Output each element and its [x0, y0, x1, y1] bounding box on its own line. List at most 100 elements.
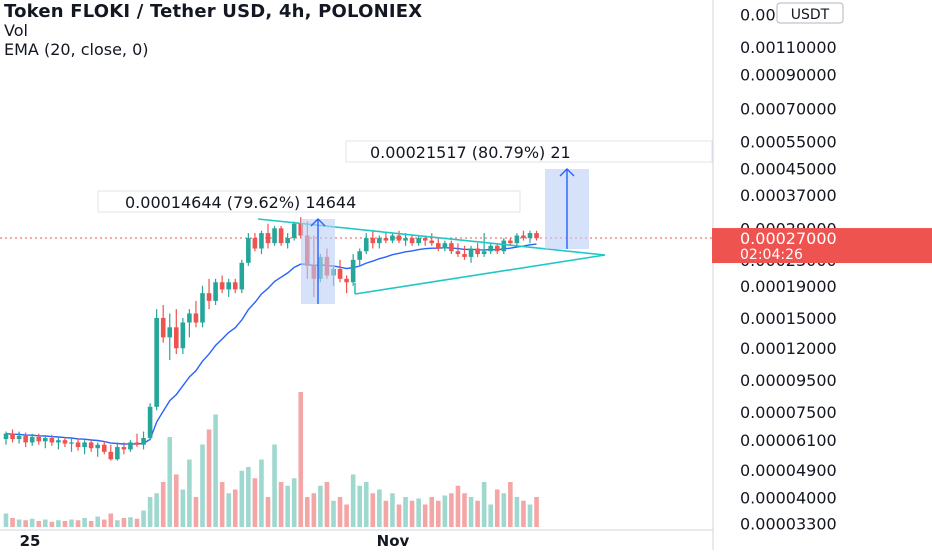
volume-bar: [422, 504, 428, 527]
candle-body[interactable]: [62, 440, 68, 444]
candle-body[interactable]: [481, 251, 487, 255]
candle-body[interactable]: [272, 228, 277, 244]
candle-body[interactable]: [422, 238, 428, 241]
candle-body[interactable]: [187, 313, 192, 323]
candle-body[interactable]: [206, 293, 212, 301]
candle-body[interactable]: [396, 235, 402, 241]
candle-body[interactable]: [101, 444, 107, 452]
candle-body[interactable]: [154, 317, 159, 407]
candle-body[interactable]: [200, 293, 205, 323]
candle-body[interactable]: [49, 437, 55, 443]
volume-bar: [344, 504, 349, 527]
candle-body[interactable]: [160, 317, 166, 338]
price-tick-label: 0.00015000: [740, 309, 837, 328]
candle-body[interactable]: [390, 235, 395, 241]
candle-body[interactable]: [350, 259, 356, 283]
candle-body[interactable]: [455, 251, 461, 255]
volume-bar: [265, 497, 271, 527]
candle-body[interactable]: [16, 435, 22, 440]
candle-body[interactable]: [442, 243, 448, 249]
candle-body[interactable]: [462, 254, 467, 257]
candle-body[interactable]: [416, 238, 421, 244]
candle-body[interactable]: [409, 238, 415, 244]
triangle-pattern[interactable]: [257, 218, 606, 295]
candle-body[interactable]: [121, 447, 127, 450]
candle-body[interactable]: [213, 282, 218, 301]
candle-body[interactable]: [10, 433, 15, 440]
candle-body[interactable]: [108, 451, 114, 460]
candle-body[interactable]: [3, 433, 9, 440]
currency-button[interactable]: [776, 2, 844, 24]
volume-indicator-label[interactable]: Vol: [4, 21, 28, 40]
candle-body[interactable]: [147, 406, 153, 438]
candle-body[interactable]: [23, 435, 28, 443]
candle-body[interactable]: [494, 245, 500, 252]
candle-body[interactable]: [36, 436, 42, 442]
candle-body[interactable]: [370, 238, 376, 244]
volume-bar: [403, 497, 408, 527]
candle-body[interactable]: [514, 235, 520, 244]
candle-body[interactable]: [252, 238, 258, 249]
candle-body[interactable]: [259, 233, 264, 249]
candle-body[interactable]: [128, 442, 133, 450]
volume-bar: [167, 437, 173, 527]
volume-bar: [501, 493, 507, 527]
candle-body[interactable]: [403, 238, 408, 241]
candle-body[interactable]: [232, 282, 238, 290]
candle-body[interactable]: [357, 251, 362, 260]
volume-bar: [311, 493, 317, 527]
candle-body[interactable]: [167, 327, 173, 338]
candle-body[interactable]: [429, 240, 435, 244]
volume-bar: [318, 485, 323, 527]
chart-legend: Token FLOKI / Tether USD, 4h, POLONIEX V…: [4, 2, 422, 59]
candle-body[interactable]: [141, 437, 146, 445]
candle-body[interactable]: [501, 240, 507, 252]
volume-bar: [154, 493, 159, 527]
candle-body[interactable]: [174, 327, 179, 349]
candle-body[interactable]: [43, 437, 48, 442]
candle-body[interactable]: [180, 322, 186, 349]
candle-body[interactable]: [219, 282, 225, 290]
candle-body[interactable]: [75, 442, 81, 448]
candle-body[interactable]: [265, 233, 271, 244]
candle-body[interactable]: [337, 268, 343, 279]
candle-body[interactable]: [468, 248, 474, 257]
volume-bar: [291, 478, 297, 527]
candle-body[interactable]: [115, 447, 120, 460]
candle-body[interactable]: [285, 238, 290, 244]
candle-body[interactable]: [95, 444, 100, 449]
candle-body[interactable]: [88, 442, 94, 449]
volume-bar: [206, 429, 212, 527]
candle-body[interactable]: [29, 436, 35, 443]
candle-body[interactable]: [239, 262, 245, 290]
candle-body[interactable]: [56, 440, 61, 443]
candle-body[interactable]: [436, 243, 441, 249]
volume-bar: [174, 474, 179, 527]
candle-body[interactable]: [226, 282, 231, 290]
candle-body[interactable]: [383, 238, 389, 241]
candle-body[interactable]: [298, 223, 304, 236]
candle-body[interactable]: [344, 278, 349, 283]
candle-body[interactable]: [134, 442, 140, 445]
candle-body[interactable]: [278, 228, 284, 244]
candle-body[interactable]: [82, 442, 87, 448]
candle-body[interactable]: [475, 248, 480, 255]
volume-bar: [49, 521, 55, 527]
candle-body[interactable]: [69, 442, 74, 444]
ema-indicator-label[interactable]: EMA (20, close, 0): [4, 40, 149, 59]
candle-body[interactable]: [508, 240, 513, 244]
candle-body[interactable]: [488, 245, 493, 252]
candle-body[interactable]: [449, 243, 454, 252]
price-tick-label: 0.00019000: [740, 277, 837, 296]
candle-body[interactable]: [527, 233, 533, 239]
volume-bar: [494, 489, 500, 527]
candle-body[interactable]: [291, 223, 297, 239]
candle-body[interactable]: [377, 238, 382, 244]
candle-body[interactable]: [534, 233, 539, 239]
candle-body[interactable]: [246, 238, 251, 263]
candle-body[interactable]: [193, 313, 199, 323]
candle-body[interactable]: [363, 238, 369, 252]
candle-body[interactable]: [521, 235, 526, 239]
